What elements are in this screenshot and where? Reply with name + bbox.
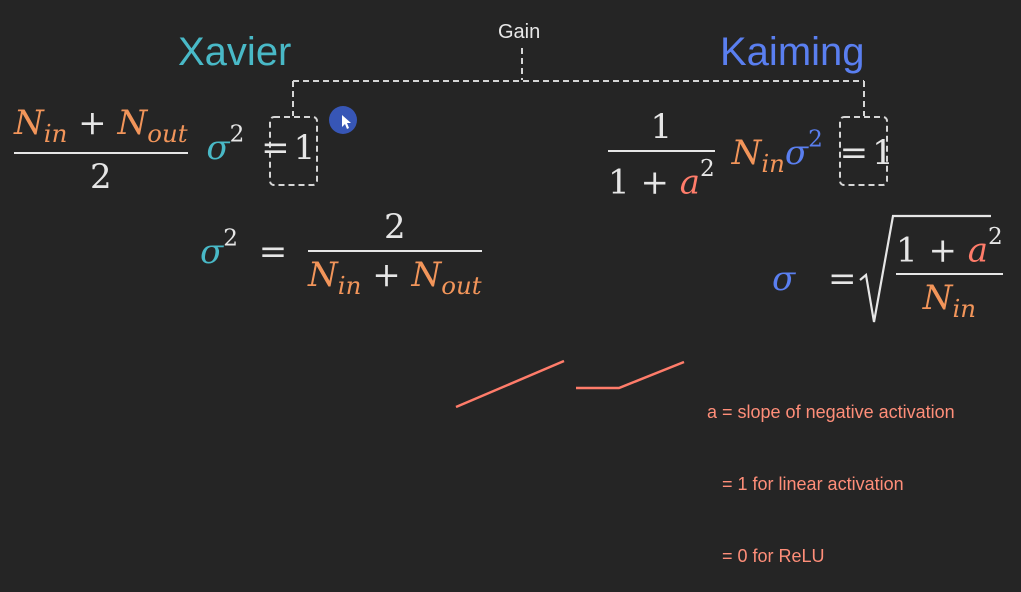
square-root-radical bbox=[859, 214, 991, 323]
kaiming-equation-1: 1 1 + a2 Ninσ2 = 1 bbox=[608, 107, 894, 203]
numerator: Nin + Nout bbox=[14, 103, 188, 148]
xavier-fraction-2: 2 Nin + Nout bbox=[308, 210, 482, 298]
linear-activation-plot bbox=[455, 359, 565, 409]
numerator: 1 bbox=[650, 107, 673, 147]
denominator: 2 bbox=[89, 157, 112, 198]
sigma-squared: σ2 bbox=[784, 126, 823, 173]
denominator: 1 + a2 bbox=[608, 156, 715, 203]
kaiming-sqrt-fraction: 1 + a2 Nin bbox=[896, 224, 1003, 324]
numerator: 1 + a2 bbox=[896, 224, 1003, 271]
diagram-lines bbox=[269, 48, 991, 409]
kaiming-equation-2: σ = bbox=[772, 259, 857, 299]
gain-bracket bbox=[269, 48, 888, 186]
denominator: Nin + Nout bbox=[308, 255, 482, 300]
note-line-3: = 0 for ReLU bbox=[707, 546, 825, 566]
xavier-fraction-1: Nin + Nout 2 bbox=[14, 106, 188, 194]
slope-note: a = slope of negative activation = 1 for… bbox=[707, 352, 955, 592]
note-line-1: a = slope of negative activation bbox=[707, 402, 955, 422]
mouse-pointer-icon bbox=[329, 106, 357, 134]
relu-activation-plot bbox=[576, 360, 685, 390]
xavier-heading: Xavier bbox=[178, 30, 292, 74]
numerator: 2 bbox=[384, 207, 406, 247]
sqrt-fraction: 1 + a2 Nin bbox=[896, 224, 1003, 324]
xavier-equation-2: σ2 = 2 Nin + Nout bbox=[200, 207, 482, 300]
denominator: Nin bbox=[922, 278, 977, 324]
sigma: σ bbox=[772, 259, 796, 299]
n-in: Nin bbox=[731, 132, 785, 178]
gain-label: Gain bbox=[498, 21, 541, 43]
xavier-equation-1: Nin + Nout 2 σ2 = 1 bbox=[14, 103, 316, 198]
sigma-squared: σ2 bbox=[200, 225, 238, 273]
kaiming-fraction-1: 1 1 + a2 bbox=[608, 110, 715, 199]
kaiming-heading: Kaiming bbox=[720, 30, 865, 74]
sigma-squared: σ2 bbox=[206, 121, 245, 169]
note-line-2: = 1 for linear activation bbox=[707, 474, 904, 494]
